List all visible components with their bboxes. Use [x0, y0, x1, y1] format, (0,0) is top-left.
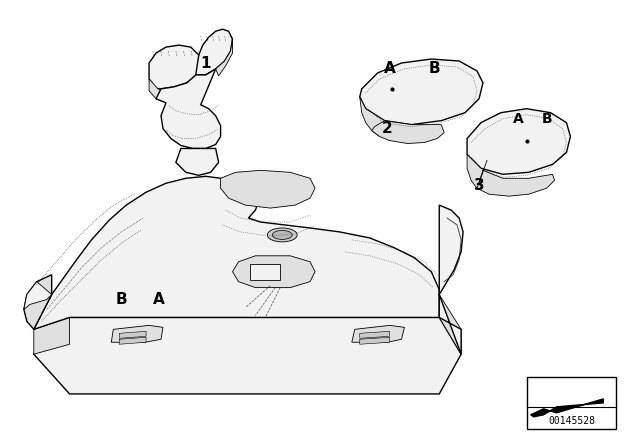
Polygon shape — [34, 177, 439, 329]
Polygon shape — [196, 29, 232, 75]
Polygon shape — [372, 121, 444, 143]
Polygon shape — [250, 264, 280, 280]
Text: A: A — [153, 292, 165, 307]
Text: 2: 2 — [382, 121, 393, 136]
Polygon shape — [119, 332, 146, 338]
Ellipse shape — [268, 228, 297, 242]
Text: 3: 3 — [474, 178, 484, 193]
Polygon shape — [34, 318, 70, 354]
Polygon shape — [360, 337, 390, 344]
Polygon shape — [531, 399, 604, 417]
Polygon shape — [34, 318, 461, 394]
Text: A: A — [513, 112, 524, 125]
Polygon shape — [360, 97, 385, 137]
Polygon shape — [352, 325, 404, 342]
Polygon shape — [477, 170, 554, 196]
Polygon shape — [360, 332, 390, 338]
Polygon shape — [221, 170, 315, 208]
Polygon shape — [439, 205, 463, 354]
Text: B: B — [541, 112, 552, 125]
Polygon shape — [119, 337, 146, 344]
Polygon shape — [24, 282, 52, 310]
FancyBboxPatch shape — [527, 377, 616, 429]
Polygon shape — [216, 39, 232, 76]
Polygon shape — [111, 325, 163, 342]
Polygon shape — [24, 275, 52, 329]
Polygon shape — [467, 155, 483, 188]
Polygon shape — [156, 69, 221, 148]
Polygon shape — [439, 294, 461, 354]
Polygon shape — [467, 109, 570, 174]
Polygon shape — [149, 45, 201, 89]
Text: A: A — [384, 61, 396, 77]
Text: 00145528: 00145528 — [548, 416, 595, 426]
Text: 1: 1 — [200, 56, 211, 70]
Ellipse shape — [272, 230, 292, 239]
Polygon shape — [232, 256, 315, 288]
Polygon shape — [360, 59, 483, 125]
Polygon shape — [176, 148, 219, 175]
Polygon shape — [149, 79, 166, 103]
Text: B: B — [115, 292, 127, 307]
Text: B: B — [428, 61, 440, 77]
